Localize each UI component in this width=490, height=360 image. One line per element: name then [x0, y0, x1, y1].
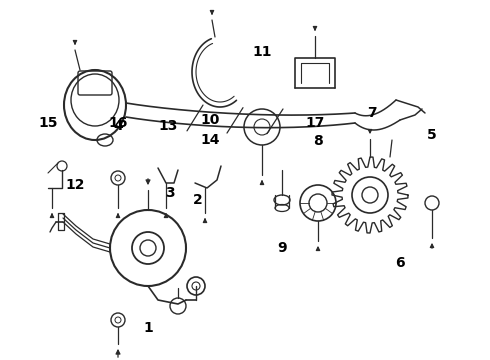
- Text: 3: 3: [165, 186, 175, 200]
- Text: 12: 12: [65, 178, 85, 192]
- Text: 16: 16: [108, 116, 128, 130]
- Text: 13: 13: [158, 119, 178, 133]
- Text: 9: 9: [277, 241, 287, 255]
- Text: 2: 2: [193, 193, 203, 207]
- Text: 14: 14: [200, 133, 220, 147]
- Text: 1: 1: [143, 321, 153, 335]
- Text: 7: 7: [367, 106, 377, 120]
- Text: 17: 17: [305, 116, 325, 130]
- Text: 5: 5: [427, 128, 437, 142]
- Text: 15: 15: [38, 116, 58, 130]
- Text: 4: 4: [113, 119, 123, 133]
- Text: 6: 6: [395, 256, 405, 270]
- Text: 8: 8: [313, 134, 323, 148]
- Text: 10: 10: [200, 113, 220, 127]
- Text: 11: 11: [252, 45, 272, 59]
